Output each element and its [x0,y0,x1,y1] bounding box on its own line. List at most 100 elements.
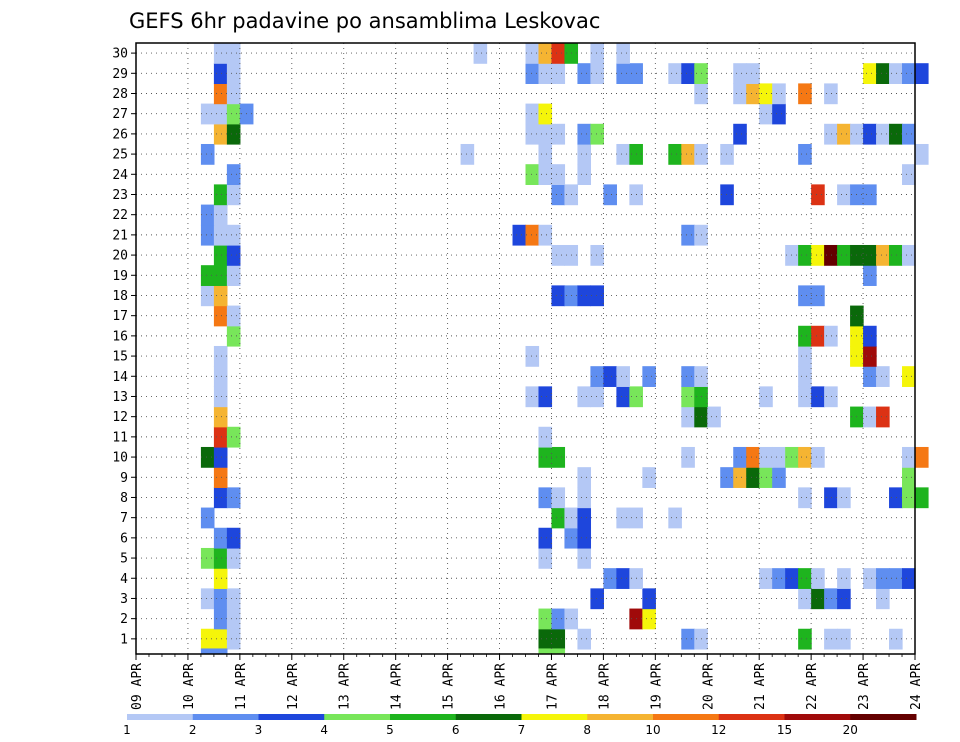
heatmap-cell [889,628,903,650]
heatmap-cell [538,63,553,84]
heatmap-cell [213,224,228,246]
heatmap-cell [577,527,592,549]
y-tick-label: 3 [120,592,128,607]
heatmap-cell [213,568,228,589]
heatmap-cell [525,103,540,125]
heatmap-cell [226,628,241,650]
heatmap-cell [577,164,592,185]
heatmap-cell [759,467,773,488]
heatmap-cell [226,527,241,549]
y-tick-label: 14 [112,370,128,385]
heatmap-cell [824,83,838,105]
heatmap-cell [460,143,475,165]
heatmap-cell [551,123,566,145]
heatmap-cell [525,164,540,185]
heatmap-cell [811,285,825,307]
heatmap-cell [226,184,241,206]
heatmap-cell [811,386,825,408]
heatmap-cell [200,224,215,246]
x-tick-label: 24 APR [909,663,924,710]
legend-swatch [521,714,588,720]
heatmap-cell [889,63,903,84]
heatmap-cell [798,366,812,387]
heatmap-cell [590,43,604,64]
heatmap-cell [538,103,553,125]
heatmap-cell [551,43,566,64]
heatmap-cell [798,345,812,367]
y-tick-label: 7 [120,511,128,526]
y-tick-label: 12 [112,410,128,425]
heatmap-cell [889,123,903,145]
heatmap-cell [616,143,630,165]
heatmap-cell [213,467,228,488]
heatmap-cell [746,446,760,468]
heatmap-cell [590,588,604,610]
heatmap-cell [811,184,825,206]
heatmap-cell [213,43,228,64]
heatmap-cell [824,487,838,509]
heatmap-cell [746,467,760,488]
heatmap-cell [538,43,553,64]
legend-label: 7 [518,723,526,737]
heatmap-cell [798,487,812,509]
heatmap-cell [213,446,228,468]
heatmap-cell [902,366,916,387]
heatmap-cell [226,265,241,286]
heatmap-cell [577,285,592,307]
color-legend: 1 2 3 4 5 6 7 8 10 12 15 20 [123,714,917,737]
heatmap-cell [876,406,890,428]
heatmap-cell [915,143,929,165]
heatmap-cell [772,568,786,589]
heatmap-cell [798,568,812,589]
heatmap-cell [876,366,890,387]
y-tick-label: 21 [112,228,128,243]
x-tick-label: 12 APR [286,663,301,710]
heatmap-cell [616,63,630,84]
heatmap-cell [226,588,241,610]
heatmap-cell [590,123,604,145]
x-tick-label: 11 APR [234,663,249,710]
heatmap-cell [902,487,916,509]
heatmap-cell [200,547,215,569]
heatmap-cell [798,143,812,165]
heatmap-cell [746,83,760,105]
x-tick-label: 13 APR [338,663,353,710]
heatmap-cell [590,386,604,408]
heatmap-cell [213,184,228,206]
legend-swatch [653,714,720,720]
heatmap-cell [213,547,228,569]
heatmap-cell [642,608,656,630]
y-tick-label: 23 [112,188,128,203]
heatmap-cell [798,285,812,307]
heatmap-cell [200,648,215,654]
heatmap-cell [590,285,604,307]
heatmap-cell [915,446,929,468]
heatmap-cell [616,43,630,64]
heatmap-cell [551,63,566,84]
heatmap-cell [707,406,721,428]
heatmap-cell [213,386,228,408]
heatmap-cell [863,123,877,145]
heatmap-cell [759,83,773,105]
heatmap-cell [200,204,215,226]
heatmap-cell [200,143,215,165]
heatmap-cell [772,446,786,468]
heatmap-cell [226,487,241,509]
heatmap-cell [213,103,228,125]
heatmap-cell [772,467,786,488]
heatmap-cell [720,143,734,165]
y-tick-label: 25 [112,148,128,163]
x-tick-label: 20 APR [701,663,716,710]
heatmap-cell [759,446,773,468]
legend-label: 20 [843,723,858,737]
heatmap-cell [538,426,553,448]
heatmap-cell [577,467,592,488]
heatmap-cell [863,406,877,428]
heatmap-cell [551,244,566,266]
heatmap-cell [551,164,566,185]
heatmap-cell [798,628,812,650]
y-tick-label: 10 [112,451,128,466]
heatmap-cell [863,244,877,266]
heatmap-cell [876,244,890,266]
